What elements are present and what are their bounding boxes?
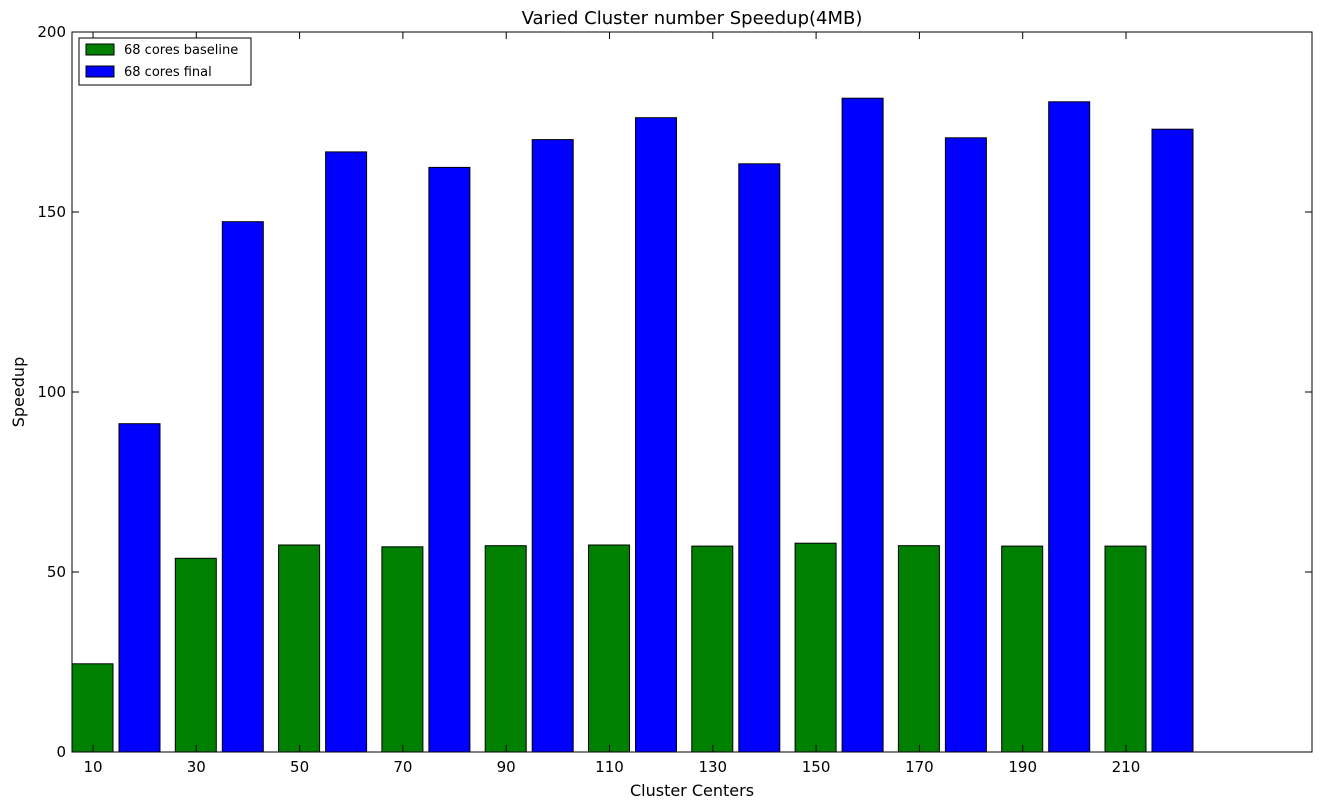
x-tick-label-170: 170 bbox=[905, 758, 934, 776]
x-tick-label-10: 10 bbox=[83, 758, 102, 776]
bar-baseline-170 bbox=[897, 545, 940, 753]
bar-baseline-30 bbox=[174, 557, 217, 753]
y-axis: 0 50 100 150 200 bbox=[37, 23, 1312, 761]
bar-final-30 bbox=[221, 221, 264, 753]
bar-final-110 bbox=[635, 117, 677, 753]
y-tick-label-0: 0 bbox=[56, 743, 66, 761]
bar-baseline-70 bbox=[381, 546, 424, 753]
x-tick-label-130: 130 bbox=[698, 758, 727, 776]
bar-final-150 bbox=[841, 97, 884, 753]
bar-baseline-150 bbox=[794, 542, 837, 753]
x-axis-title: Cluster Centers bbox=[630, 781, 754, 800]
legend-label-baseline: 68 cores baseline bbox=[124, 43, 238, 58]
bar-baseline-130 bbox=[691, 545, 734, 753]
y-axis-title: Speedup bbox=[9, 357, 28, 427]
y-tick-label-200: 200 bbox=[37, 23, 66, 41]
y-tick-label-50: 50 bbox=[47, 563, 66, 581]
bar-baseline-10 bbox=[71, 663, 114, 753]
bar-final-70 bbox=[428, 166, 471, 753]
legend-swatch-final bbox=[85, 65, 115, 78]
bar-final-10 bbox=[118, 423, 161, 753]
x-axis: 10 30 50 70 90 110 130 150 170 190 210 bbox=[83, 32, 1140, 776]
legend-label-final: 68 cores final bbox=[124, 65, 212, 80]
bar-final-50 bbox=[325, 151, 368, 753]
legend-swatch-baseline bbox=[85, 43, 115, 56]
x-tick-label-70: 70 bbox=[393, 758, 412, 776]
x-tick-label-90: 90 bbox=[497, 758, 516, 776]
x-tick-label-50: 50 bbox=[290, 758, 309, 776]
x-tick-label-190: 190 bbox=[1008, 758, 1037, 776]
bar-final-90 bbox=[531, 139, 574, 753]
bar-baseline-50 bbox=[278, 544, 321, 753]
x-tick-label-30: 30 bbox=[187, 758, 206, 776]
bars-group bbox=[71, 97, 1194, 753]
bar-baseline-190 bbox=[1001, 545, 1044, 753]
bar-final-210 bbox=[1151, 128, 1194, 753]
x-tick-label-210: 210 bbox=[1112, 758, 1141, 776]
bar-final-190 bbox=[1048, 101, 1091, 753]
x-tick-label-150: 150 bbox=[802, 758, 831, 776]
bar-final-130 bbox=[738, 163, 781, 753]
bar-baseline-110 bbox=[588, 544, 630, 753]
y-tick-label-150: 150 bbox=[37, 203, 66, 221]
chart-title: Varied Cluster number Speedup(4MB) bbox=[522, 8, 863, 29]
legend: 68 cores baseline 68 cores final bbox=[78, 37, 252, 86]
y-tick-label-100: 100 bbox=[37, 383, 66, 401]
bar-baseline-210 bbox=[1104, 545, 1147, 753]
x-tick-label-110: 110 bbox=[595, 758, 624, 776]
bar-baseline-90 bbox=[484, 545, 527, 753]
bar-final-170 bbox=[944, 137, 987, 753]
